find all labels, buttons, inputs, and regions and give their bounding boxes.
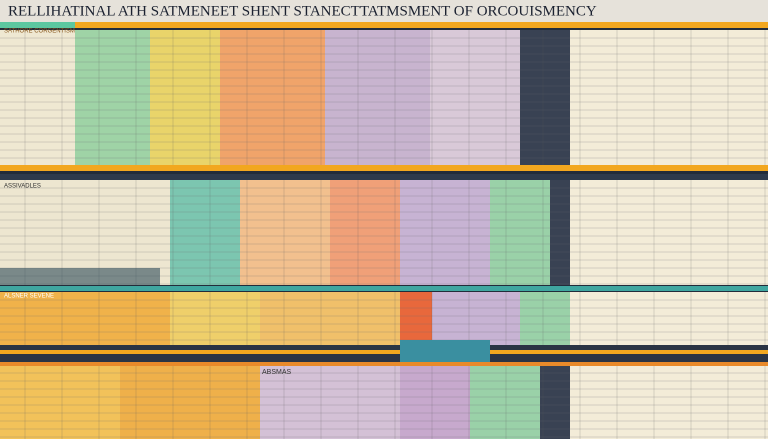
cell-band <box>170 292 260 345</box>
cell-band <box>570 365 768 439</box>
cell-band <box>570 180 768 285</box>
cell-band <box>540 365 570 439</box>
cell-band <box>550 180 570 285</box>
cell-band <box>150 30 220 165</box>
cell-band <box>0 180 170 285</box>
header-accent <box>0 22 75 28</box>
cell-band <box>400 180 490 285</box>
cell-band <box>490 180 550 285</box>
sheet-body <box>0 22 768 439</box>
section-label: ASSIVADLES <box>4 184 41 190</box>
separator <box>0 362 768 366</box>
header-accent <box>0 268 160 285</box>
separator <box>0 174 768 180</box>
cell-band <box>570 292 768 345</box>
cell-band <box>325 30 430 165</box>
cell-band <box>570 30 768 165</box>
cell-band <box>170 180 240 285</box>
title: RELLIHATINAL ATH SATMENEET SHENT STANECT… <box>8 3 597 19</box>
cell-band <box>0 292 170 345</box>
cell-band <box>0 30 75 165</box>
section-label: ALSNER SEVENE <box>4 294 54 300</box>
cell-band <box>330 180 400 285</box>
separator <box>0 350 768 354</box>
cell-band <box>220 30 325 165</box>
cell-band <box>0 365 120 439</box>
cell-band <box>240 180 330 285</box>
cell-band <box>432 292 520 345</box>
cell-band <box>400 365 470 439</box>
cell-band <box>470 365 540 439</box>
cell-band <box>400 292 432 345</box>
section-label: SATHORE CORGENTISM <box>4 29 75 35</box>
cell-band <box>520 30 570 165</box>
header-accent <box>400 340 490 362</box>
separator <box>0 165 768 171</box>
cell-band <box>260 365 400 439</box>
cell-band <box>120 365 260 439</box>
cell-band <box>430 30 520 165</box>
cell-band <box>75 30 150 165</box>
cell-band <box>520 292 570 345</box>
cell-band <box>260 292 400 345</box>
separator <box>0 22 768 28</box>
section-label: ABSMAS <box>262 369 292 376</box>
separator <box>0 286 768 291</box>
title-bar <box>0 0 768 22</box>
